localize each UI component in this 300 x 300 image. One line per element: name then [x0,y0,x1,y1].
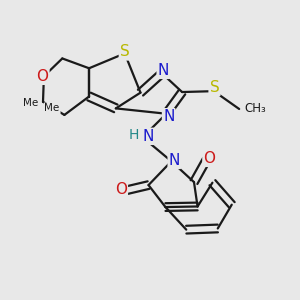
Text: CH₃: CH₃ [244,103,266,116]
Text: H: H [129,128,140,142]
Text: S: S [210,80,219,95]
Text: O: O [36,69,48,84]
Text: N: N [142,129,154,144]
Text: O: O [203,151,215,166]
Text: Me: Me [23,98,38,108]
Text: O: O [115,182,127,197]
Text: N: N [169,153,180,168]
Text: N: N [163,109,174,124]
Text: N: N [158,63,169,78]
Text: S: S [120,44,130,59]
Text: Me: Me [44,103,60,113]
